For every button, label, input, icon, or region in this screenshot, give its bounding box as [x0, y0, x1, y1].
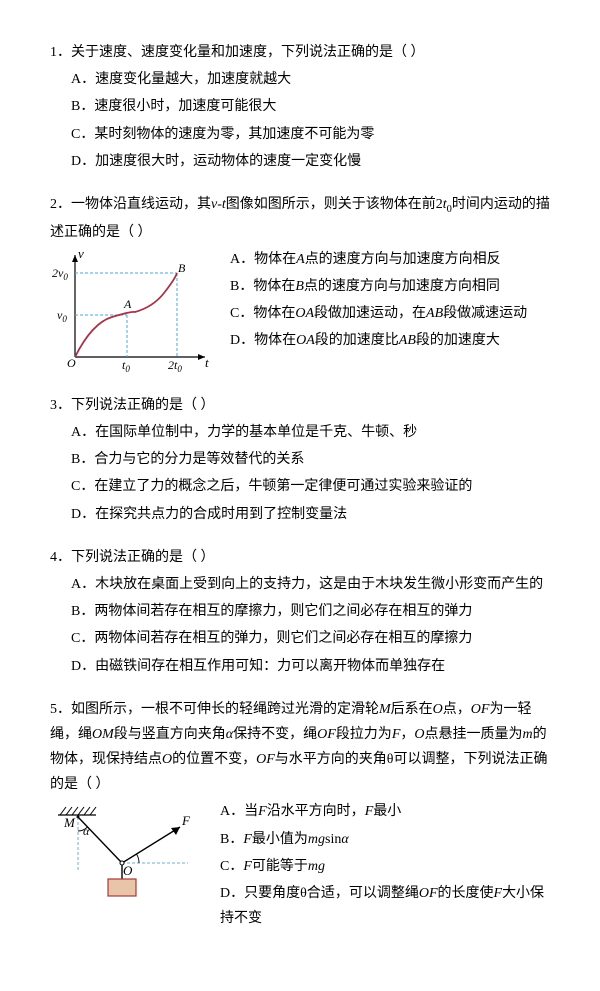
q4-option-D: D．由磁铁间存在相互作用可知：力可以离开物体而单独存在 — [71, 654, 550, 679]
q5-graph: M α O F — [50, 797, 205, 907]
q2-options: A．物体在A点的速度方向与加速度方向相反 B．物体在B点的速度方向与加速度方向相… — [230, 245, 550, 356]
q3-option-A: A．在国际单位制中，力学的基本单位是千克、牛顿、秒 — [71, 420, 550, 445]
label-alpha: α — [83, 824, 90, 838]
question-1: 1．关于速度、速度变化量和加速度，下列说法正确的是（ ） A．速度变化量越大，加… — [50, 40, 550, 174]
q5-stem: 5．如图所示，一根不可伸长的轻绳跨过光滑的定滑轮M后系在O点，OF为一轻绳，绳O… — [50, 697, 550, 798]
question-5: 5．如图所示，一根不可伸长的轻绳跨过光滑的定滑轮M后系在O点，OF为一轻绳，绳O… — [50, 697, 550, 934]
question-4: 4．下列说法正确的是（ ） A．木块放在桌面上受到向上的支持力，这是由于木块发生… — [50, 545, 550, 679]
q4-option-C: C．两物体间若存在相互的弹力，则它们之间必存在相互的摩擦力 — [71, 626, 550, 651]
q2-graph: O v t v0 2v0 t0 2t0 A B — [50, 245, 215, 375]
q5-option-D: D．只要角度θ合适，可以调整绳OF的长度使F大小保持不变 — [220, 881, 550, 931]
label-t-axis: t — [205, 355, 209, 370]
q1-options: A．速度变化量越大，加速度就越大 B．速度很小时，加速度可能很大 C．某时刻物体… — [71, 67, 550, 174]
q3-option-C: C．在建立了力的概念之后，牛顿第一定律便可通过实验来验证的 — [71, 474, 550, 499]
label-F: F — [181, 813, 191, 828]
q4-stem: 4．下列说法正确的是（ ） — [50, 545, 550, 570]
q5-option-A: A．当F沿水平方向时，F最小 — [220, 799, 550, 824]
question-2: 2．一物体沿直线运动，其v-t图像如图所示，则关于该物体在前2t0时间内运动的描… — [50, 192, 550, 375]
q1-option-D: D．加速度很大时，运动物体的速度一定变化慢 — [71, 149, 550, 174]
q1-stem: 1．关于速度、速度变化量和加速度，下列说法正确的是（ ） — [50, 40, 550, 65]
q2-option-D: D．物体在OA段的加速度比AB段的加速度大 — [230, 328, 550, 353]
q4-option-A: A．木块放在桌面上受到向上的支持力，这是由于木块发生微小形变而产生的 — [71, 572, 550, 597]
q2-option-A: A．物体在A点的速度方向与加速度方向相反 — [230, 247, 550, 272]
q2-stem: 2．一物体沿直线运动，其v-t图像如图所示，则关于该物体在前2t0时间内运动的描… — [50, 192, 550, 245]
q4-options: A．木块放在桌面上受到向上的支持力，这是由于木块发生微小形变而产生的 B．两物体… — [71, 572, 550, 679]
q3-stem: 3．下列说法正确的是（ ） — [50, 393, 550, 418]
q3-option-D: D．在探究共点力的合成时用到了控制变量法 — [71, 502, 550, 527]
label-A: A — [123, 297, 132, 311]
q2-option-B: B．物体在B点的速度方向与加速度方向相同 — [230, 274, 550, 299]
label-M: M — [63, 815, 76, 830]
q3-options: A．在国际单位制中，力学的基本单位是千克、牛顿、秒 B．合力与它的分力是等效替代… — [71, 420, 550, 527]
label-v-axis: v — [78, 246, 84, 261]
label-B: B — [178, 261, 186, 275]
q5-option-B: B．F最小值为mgsinα — [220, 827, 550, 852]
q1-option-C: C．某时刻物体的速度为零，其加速度不可能为零 — [71, 122, 550, 147]
q1-option-B: B．速度很小时，加速度可能很大 — [71, 94, 550, 119]
q5-options: A．当F沿水平方向时，F最小 B．F最小值为mgsinα C．F可能等于mg D… — [220, 797, 550, 933]
label-O: O — [67, 356, 76, 370]
q1-option-A: A．速度变化量越大，加速度就越大 — [71, 67, 550, 92]
q5-option-C: C．F可能等于mg — [220, 854, 550, 879]
label-O-point: O — [123, 863, 133, 878]
q4-option-B: B．两物体间若存在相互的摩擦力，则它们之间必存在相互的弹力 — [71, 599, 550, 624]
q3-option-B: B．合力与它的分力是等效替代的关系 — [71, 447, 550, 472]
question-3: 3．下列说法正确的是（ ） A．在国际单位制中，力学的基本单位是千克、牛顿、秒 … — [50, 393, 550, 527]
q2-option-C: C．物体在OA段做加速运动，在AB段做减速运动 — [230, 301, 550, 326]
